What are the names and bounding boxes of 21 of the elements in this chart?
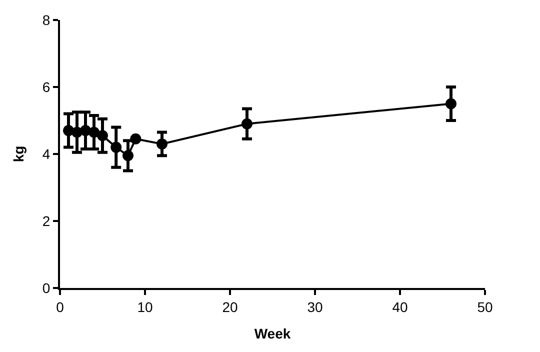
x-tick-label: 20 — [222, 298, 238, 315]
x-tick-label: 30 — [307, 298, 323, 315]
point — [110, 142, 122, 153]
y-tick-label: 0 — [42, 280, 50, 296]
point — [156, 138, 168, 150]
x-tick-label: 50 — [477, 298, 493, 315]
point — [446, 98, 456, 110]
x-tick-label: 0 — [56, 298, 64, 315]
y-tick-label: 2 — [42, 212, 50, 229]
point — [88, 126, 100, 138]
x-tick-label: 10 — [137, 298, 153, 315]
y-tick-label: 6 — [42, 78, 50, 95]
point — [242, 118, 252, 130]
point — [130, 133, 142, 144]
x-axis-title: Week — [254, 326, 291, 342]
x-tick-label: 40 — [392, 298, 408, 315]
point — [122, 150, 134, 162]
y-axis-title: kg — [10, 146, 27, 162]
y-tick-label: 4 — [42, 146, 50, 162]
point — [97, 130, 108, 142]
y-tick-label: 8 — [42, 12, 50, 28]
